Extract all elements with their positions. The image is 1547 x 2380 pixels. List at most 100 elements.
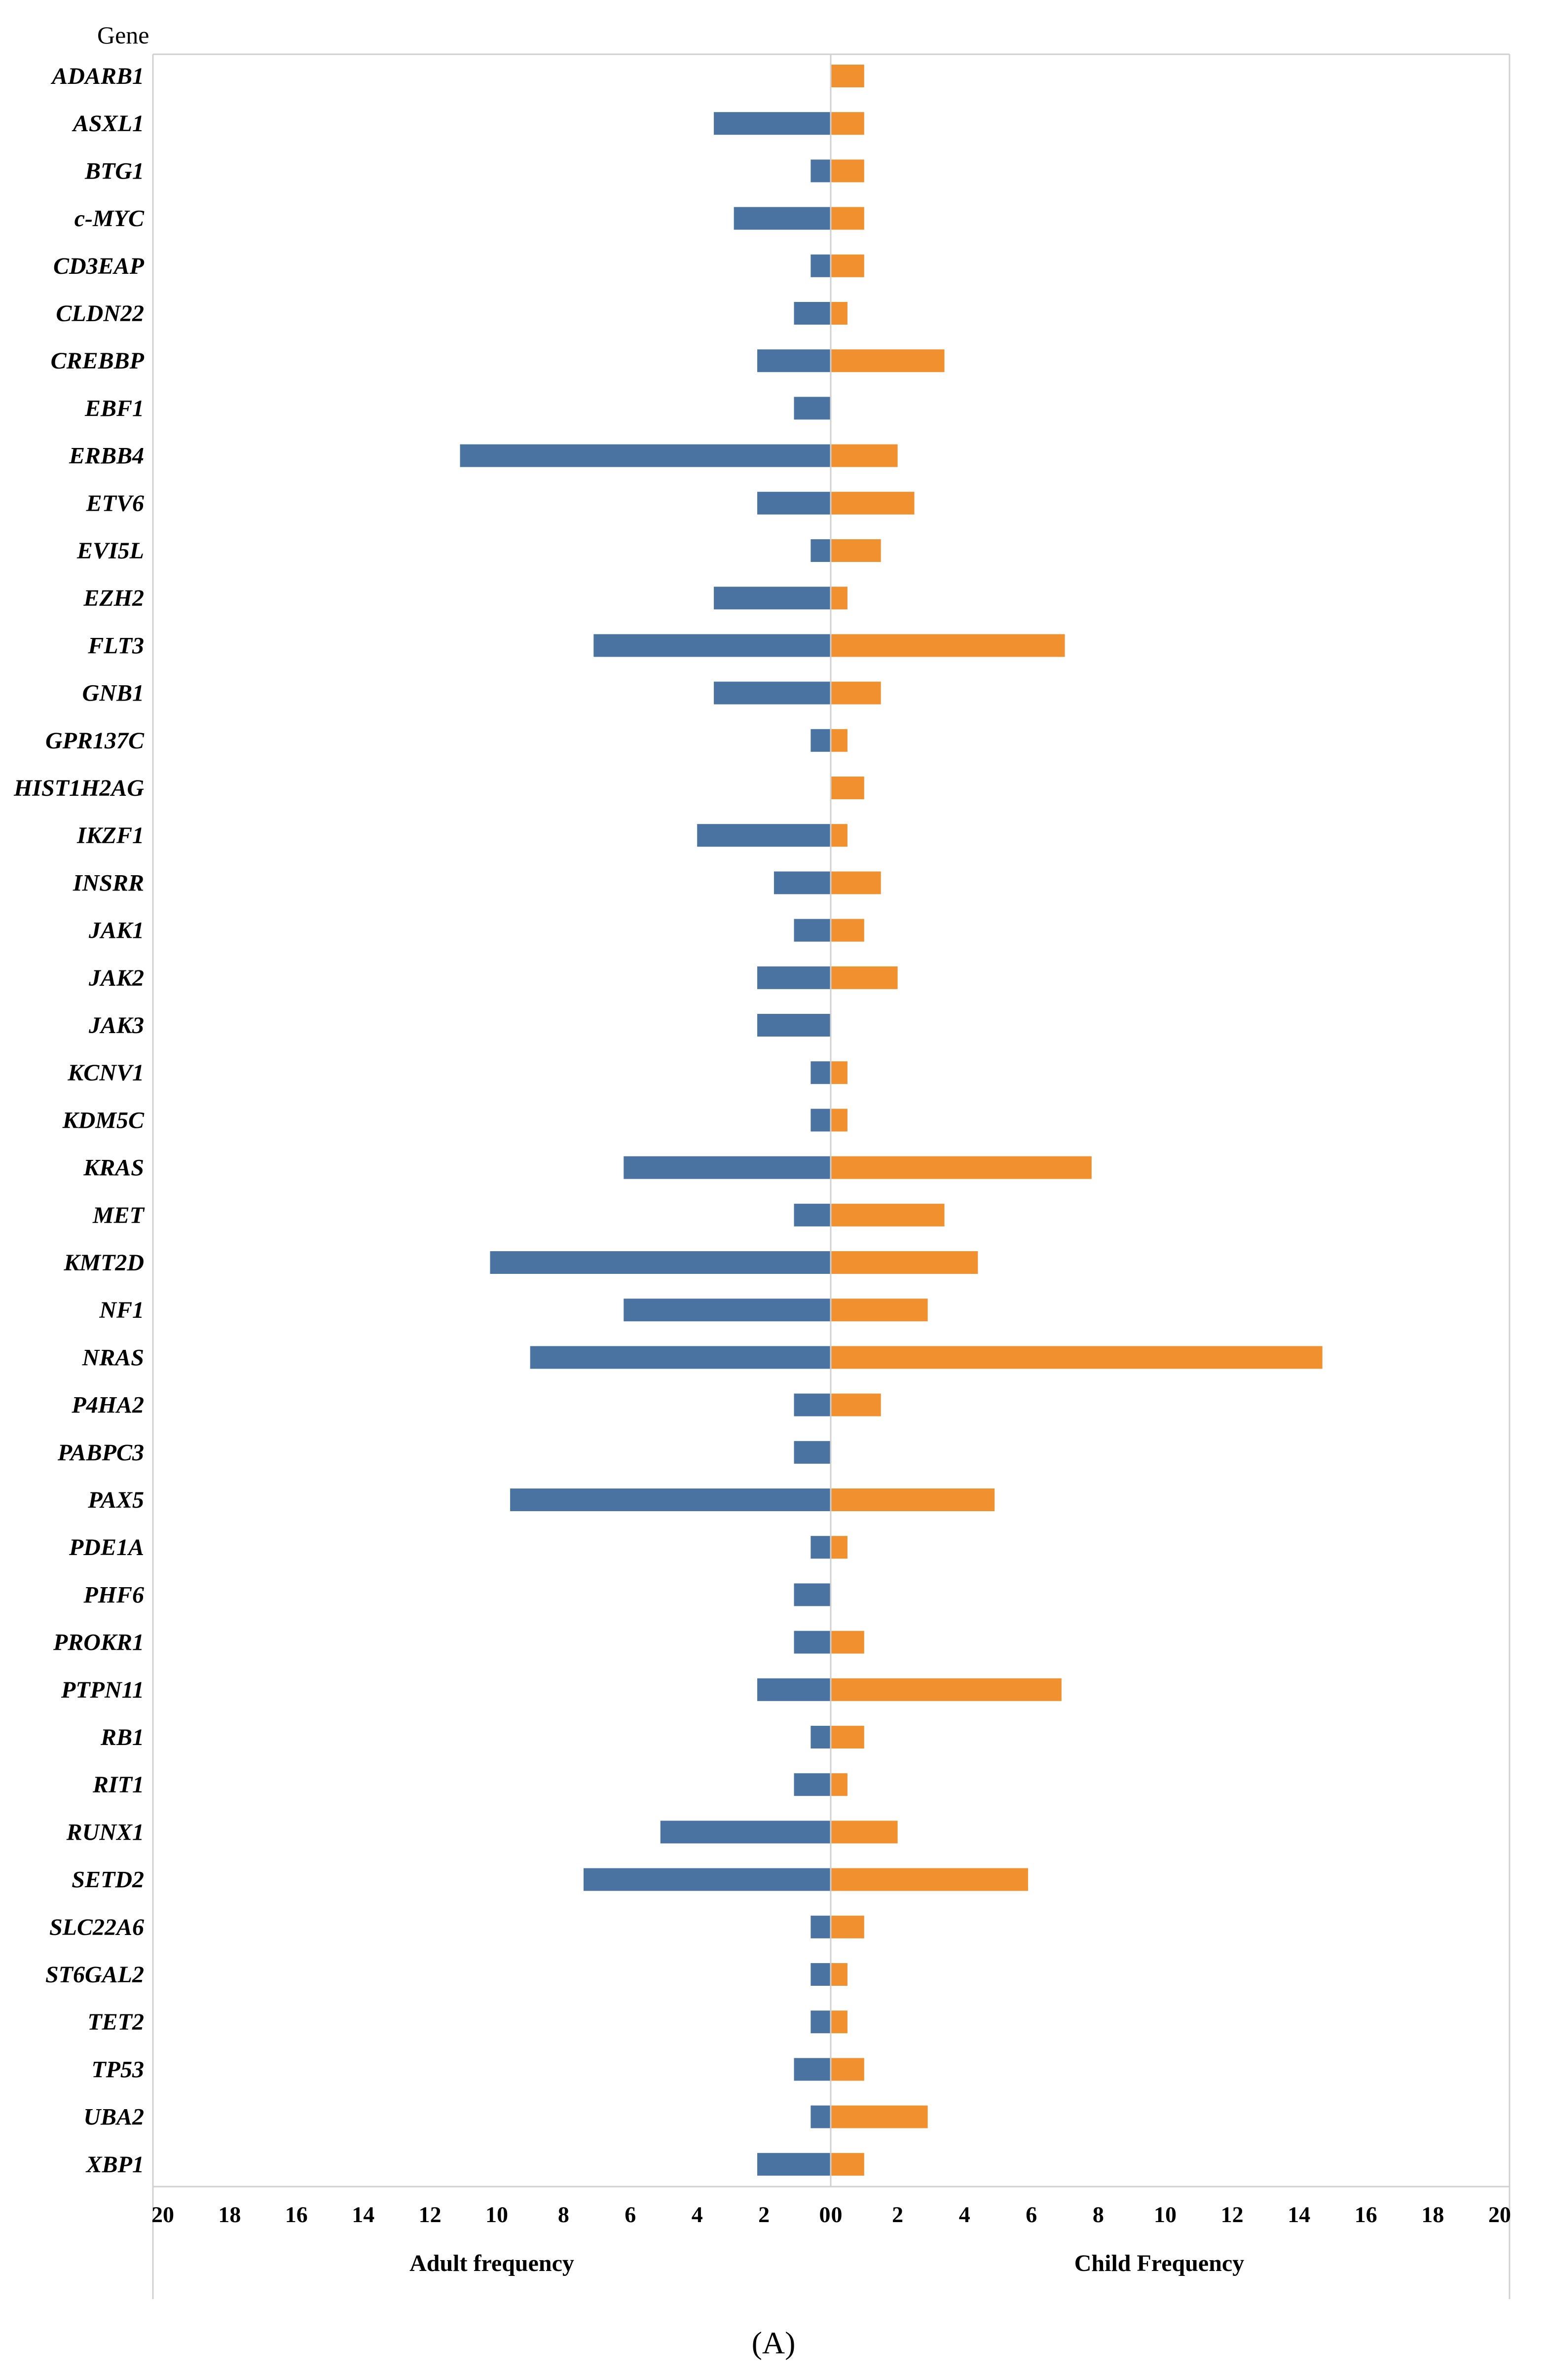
adult-tick-label: 16	[285, 2202, 308, 2227]
child-tick-label: 16	[1355, 2202, 1377, 2227]
adult-tick-label: 14	[352, 2202, 374, 2227]
gene-label: RIT1	[92, 1772, 144, 1798]
child-bar	[831, 1631, 864, 1654]
child-bar	[831, 587, 847, 610]
adult-bar	[510, 1488, 831, 1511]
child-tick-label: 14	[1288, 2202, 1310, 2227]
child-bar	[831, 2105, 928, 2128]
child-bar	[831, 1156, 1092, 1179]
adult-bar	[810, 1963, 831, 1986]
adult-tick-label: 12	[419, 2202, 442, 2227]
child-bar	[831, 444, 898, 467]
adult-bar	[794, 1441, 831, 1464]
child-bar	[831, 159, 864, 183]
child-bar	[831, 1299, 928, 1322]
child-bar	[831, 2010, 847, 2034]
child-bar	[831, 1109, 847, 1132]
adult-axis-label: Adult frequency	[409, 2250, 574, 2276]
child-bar	[831, 1726, 864, 1748]
adult-bar	[794, 1773, 831, 1796]
gene-label: NRAS	[82, 1344, 144, 1371]
adult-tick-label: 0	[819, 2202, 831, 2227]
child-bar	[831, 2058, 864, 2081]
gene-label: PROKR1	[53, 1630, 144, 1656]
gene-label: BTG1	[84, 158, 144, 184]
gene-label: CD3EAP	[53, 253, 145, 279]
adult-bar	[624, 1299, 831, 1322]
gene-label: SLC22A6	[49, 1914, 144, 1940]
adult-bar	[794, 2058, 831, 2081]
child-tick-label: 2	[892, 2202, 903, 2227]
gene-label: ADARB1	[50, 63, 144, 89]
gene-label: PAX5	[87, 1487, 144, 1513]
adult-bar	[794, 302, 831, 325]
adult-bar	[490, 1251, 831, 1274]
child-bar	[831, 681, 881, 705]
category-header: Gene	[97, 21, 149, 49]
child-tick-label: 4	[959, 2202, 970, 2227]
gene-label: MET	[92, 1202, 145, 1228]
child-bar	[831, 2153, 864, 2176]
gene-label: CREBBP	[51, 348, 145, 374]
child-bar	[831, 1536, 847, 1559]
gene-label: ASXL1	[72, 111, 144, 137]
gene-label: UBA2	[83, 2104, 144, 2130]
adult-bar	[810, 1061, 831, 1084]
child-tick-label: 10	[1154, 2202, 1177, 2227]
child-bar	[831, 1203, 945, 1227]
child-bar	[831, 491, 915, 515]
child-bar	[831, 1251, 978, 1274]
child-bar	[831, 65, 864, 87]
gene-label: CLDN22	[56, 300, 144, 327]
gene-label: ERBB4	[69, 443, 144, 469]
adult-bar	[794, 1583, 831, 1606]
gene-label: KRAS	[83, 1155, 144, 1181]
child-bar	[831, 112, 864, 135]
adult-bar	[757, 349, 831, 372]
adult-bar	[757, 1678, 831, 1701]
child-bar	[831, 254, 864, 277]
adult-bar	[714, 112, 831, 135]
adult-bar	[810, 254, 831, 277]
gene-label: TP53	[91, 2056, 144, 2082]
gene-label: JAK2	[88, 965, 144, 991]
child-bar	[831, 1061, 847, 1084]
child-bar	[831, 1963, 847, 1986]
gene-label: XBP1	[85, 2152, 144, 2178]
adult-tick-label: 4	[692, 2202, 703, 2227]
adult-bar	[774, 871, 831, 894]
gene-label: JAK1	[88, 918, 144, 944]
gene-label: PABPC3	[57, 1440, 144, 1466]
child-bar	[831, 302, 847, 325]
gene-label: KDM5C	[62, 1107, 145, 1133]
adult-tick-label: 2	[758, 2202, 770, 2227]
gene-label: IKZF1	[76, 822, 144, 849]
gene-labels: ADARB1 ASXL1 BTG1 c-MYC CD3EAP CLDN22 CREBBP EB…	[13, 63, 145, 2178]
child-tick-label: 8	[1093, 2202, 1104, 2227]
gene-label: FLT3	[87, 632, 144, 659]
child-bar	[831, 539, 881, 562]
child-bar	[831, 1868, 1029, 1891]
figure-caption: (A)	[752, 2325, 796, 2360]
child-bar	[831, 1393, 881, 1416]
child-bar	[831, 1678, 1062, 1701]
adult-tick-label: 20	[151, 2202, 174, 2227]
child-bar	[831, 1821, 898, 1844]
child-tick-label: 20	[1488, 2202, 1511, 2227]
gene-label: ETV6	[86, 490, 144, 517]
gene-label: RUNX1	[66, 1819, 144, 1845]
child-bar	[831, 1773, 847, 1796]
adult-bar	[810, 159, 831, 183]
gene-label: TET2	[87, 2009, 144, 2035]
adult-bar	[794, 1203, 831, 1227]
adult-bar	[734, 207, 831, 230]
gene-label: PHF6	[83, 1582, 144, 1608]
adult-bar	[794, 397, 831, 420]
gene-label: HIST1H2AG	[13, 775, 144, 801]
adult-tick-label: 6	[625, 2202, 636, 2227]
gene-label: PDE1A	[69, 1534, 144, 1561]
adult-bar	[697, 824, 831, 847]
adult-tick-label: 18	[218, 2202, 241, 2227]
